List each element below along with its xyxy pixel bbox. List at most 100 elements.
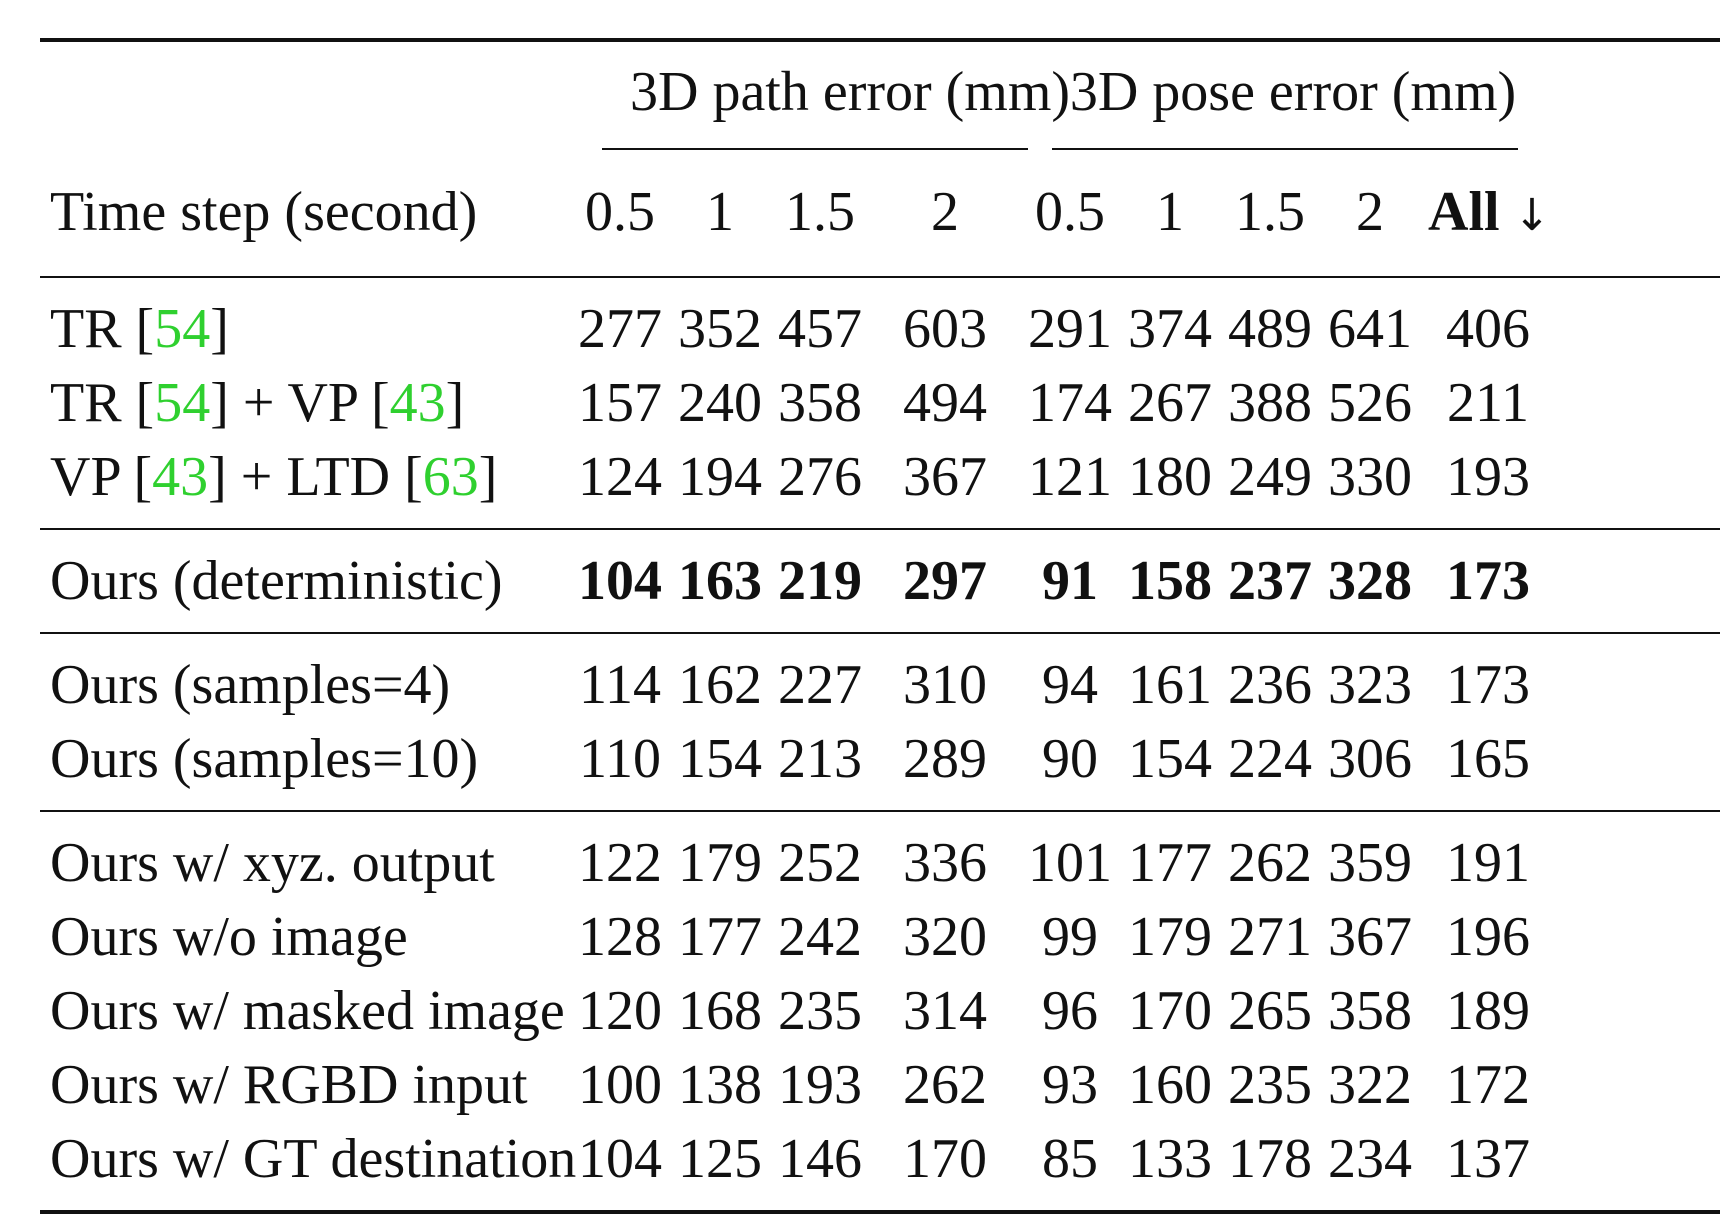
value-cell-pose-2: 641 (1328, 298, 1412, 360)
value-cell-path-1-5: 358 (778, 372, 862, 434)
row-label: Ours (samples=10) (50, 722, 478, 796)
value-cell-pose-1-5: 235 (1228, 1054, 1312, 1116)
value-cell-path-1-5: 252 (778, 832, 862, 894)
citation-link[interactable]: 43 (152, 446, 209, 508)
value-cell-pose-0-5: 90 (1042, 728, 1098, 790)
value-cell-path-2: 320 (903, 906, 987, 968)
row-label-text: ] (210, 298, 229, 360)
value-cell-pose-1: 374 (1128, 298, 1212, 360)
value-cell-path-2: 336 (903, 832, 987, 894)
section-spacer (40, 530, 1720, 544)
path-col-2-header: 2 (931, 181, 959, 243)
value-cell-pose-1-5: 262 (1228, 832, 1312, 894)
value-cell-pose-0-5: 96 (1042, 980, 1098, 1042)
path-error-group-rule (602, 148, 1028, 150)
pose-col-1-header: 1 (1156, 181, 1184, 243)
citation-link[interactable]: 63 (422, 446, 479, 508)
section-spacer (40, 1196, 1720, 1210)
value-cell-pose-1-5: 236 (1228, 654, 1312, 716)
row-label: Ours w/ RGBD input (50, 1048, 528, 1122)
table-row: Ours (samples=10) 110 154 213 289 90 154 224 306… (40, 722, 1720, 796)
value-cell-all: 406 (1446, 298, 1530, 360)
value-cell-path-1: 163 (678, 550, 762, 612)
value-cell-pose-2: 330 (1328, 446, 1412, 508)
value-cell-pose-1: 180 (1128, 446, 1212, 508)
row-label-text: TR [ (50, 298, 155, 360)
row-label: TR [54] (50, 292, 229, 366)
row-label-text: Ours (deterministic) (50, 550, 503, 612)
value-cell-path-1: 179 (678, 832, 762, 894)
citation-link[interactable]: 54 (154, 372, 211, 434)
value-cell-all: 211 (1447, 372, 1529, 434)
value-cell-path-1-5: 227 (778, 654, 862, 716)
citation-link[interactable]: 43 (389, 372, 446, 434)
value-cell-path-0-5: 104 (578, 1128, 662, 1190)
value-cell-all: 193 (1446, 446, 1530, 508)
value-cell-pose-0-5: 99 (1042, 906, 1098, 968)
row-label-text: Ours w/o image (50, 906, 408, 968)
value-cell-pose-1-5: 265 (1228, 980, 1312, 1042)
section-rule (40, 528, 1720, 530)
value-cell-path-0-5: 277 (578, 298, 662, 360)
value-cell-path-1-5: 457 (778, 298, 862, 360)
row-label-text: ] (478, 446, 498, 508)
value-cell-pose-2: 323 (1328, 654, 1412, 716)
table-body: TR [54] 277 352 457 603 291 374 489 641 406 TR [54… (40, 276, 1720, 1210)
value-cell-path-1: 138 (678, 1054, 762, 1116)
row-label: Ours w/ masked image (50, 974, 565, 1048)
section-spacer (40, 278, 1720, 292)
value-cell-all: 172 (1446, 1054, 1530, 1116)
value-cell-all: 196 (1446, 906, 1530, 968)
row-label-text: VP [ (50, 446, 153, 508)
row-label-text: Ours (samples=4) (50, 654, 451, 716)
value-cell-pose-1-5: 388 (1228, 372, 1312, 434)
value-cell-pose-0-5: 93 (1042, 1054, 1098, 1116)
table-row: VP [43] + LTD [63] 124 194 276 367 121 180 249 3… (40, 440, 1720, 514)
section-spacer (40, 634, 1720, 648)
value-cell-path-2: 297 (903, 550, 987, 612)
value-cell-path-0-5: 114 (579, 654, 661, 716)
value-cell-all: 173 (1446, 550, 1530, 612)
value-cell-all: 173 (1446, 654, 1530, 716)
value-cell-path-0-5: 124 (578, 446, 662, 508)
value-cell-path-1-5: 242 (778, 906, 862, 968)
top-rule (40, 38, 1720, 42)
value-cell-path-1-5: 219 (778, 550, 862, 612)
value-cell-pose-0-5: 94 (1042, 654, 1098, 716)
value-cell-path-2: 494 (903, 372, 987, 434)
row-label: TR [54] + VP [43] (50, 366, 464, 440)
value-cell-pose-1-5: 271 (1228, 906, 1312, 968)
row-label-text: ] + LTD [ (208, 446, 423, 508)
path-col-0-5-header: 0.5 (585, 181, 655, 243)
row-label-text: Ours w/ masked image (50, 980, 565, 1042)
value-cell-pose-1: 133 (1128, 1128, 1212, 1190)
row-label-text: Ours w/ RGBD input (50, 1054, 528, 1116)
section-rule (40, 276, 1720, 278)
value-cell-pose-1-5: 237 (1228, 550, 1312, 612)
value-cell-pose-0-5: 91 (1042, 550, 1098, 612)
citation-link[interactable]: 54 (154, 298, 211, 360)
value-cell-path-2: 310 (903, 654, 987, 716)
value-cell-pose-1-5: 224 (1228, 728, 1312, 790)
value-cell-pose-2: 358 (1328, 980, 1412, 1042)
row-label: Ours w/ GT destination (50, 1122, 576, 1196)
row-label: Ours w/o image (50, 900, 408, 974)
table-row: Ours (samples=4) 114 162 227 310 94 161 236 323 1… (40, 648, 1720, 722)
group-header-row: 3D path error (mm) 3D pose error (mm) (40, 42, 1720, 162)
value-cell-path-1: 125 (678, 1128, 762, 1190)
down-arrow-icon: ↓ (1513, 190, 1551, 241)
value-cell-all: 191 (1446, 832, 1530, 894)
value-cell-path-1-5: 213 (778, 728, 862, 790)
value-cell-pose-2: 322 (1328, 1054, 1412, 1116)
value-cell-pose-0-5: 121 (1028, 446, 1112, 508)
bottom-rule (40, 1210, 1720, 1214)
value-cell-path-2: 170 (903, 1128, 987, 1190)
value-cell-path-2: 314 (903, 980, 987, 1042)
row-label-text: Ours w/ xyz. output (50, 832, 495, 894)
pose-error-group-rule (1052, 148, 1518, 150)
value-cell-path-0-5: 100 (578, 1054, 662, 1116)
value-cell-path-1: 194 (678, 446, 762, 508)
pose-col-0-5-header: 0.5 (1035, 181, 1105, 243)
value-cell-path-0-5: 122 (578, 832, 662, 894)
row-label: Ours (samples=4) (50, 648, 450, 722)
